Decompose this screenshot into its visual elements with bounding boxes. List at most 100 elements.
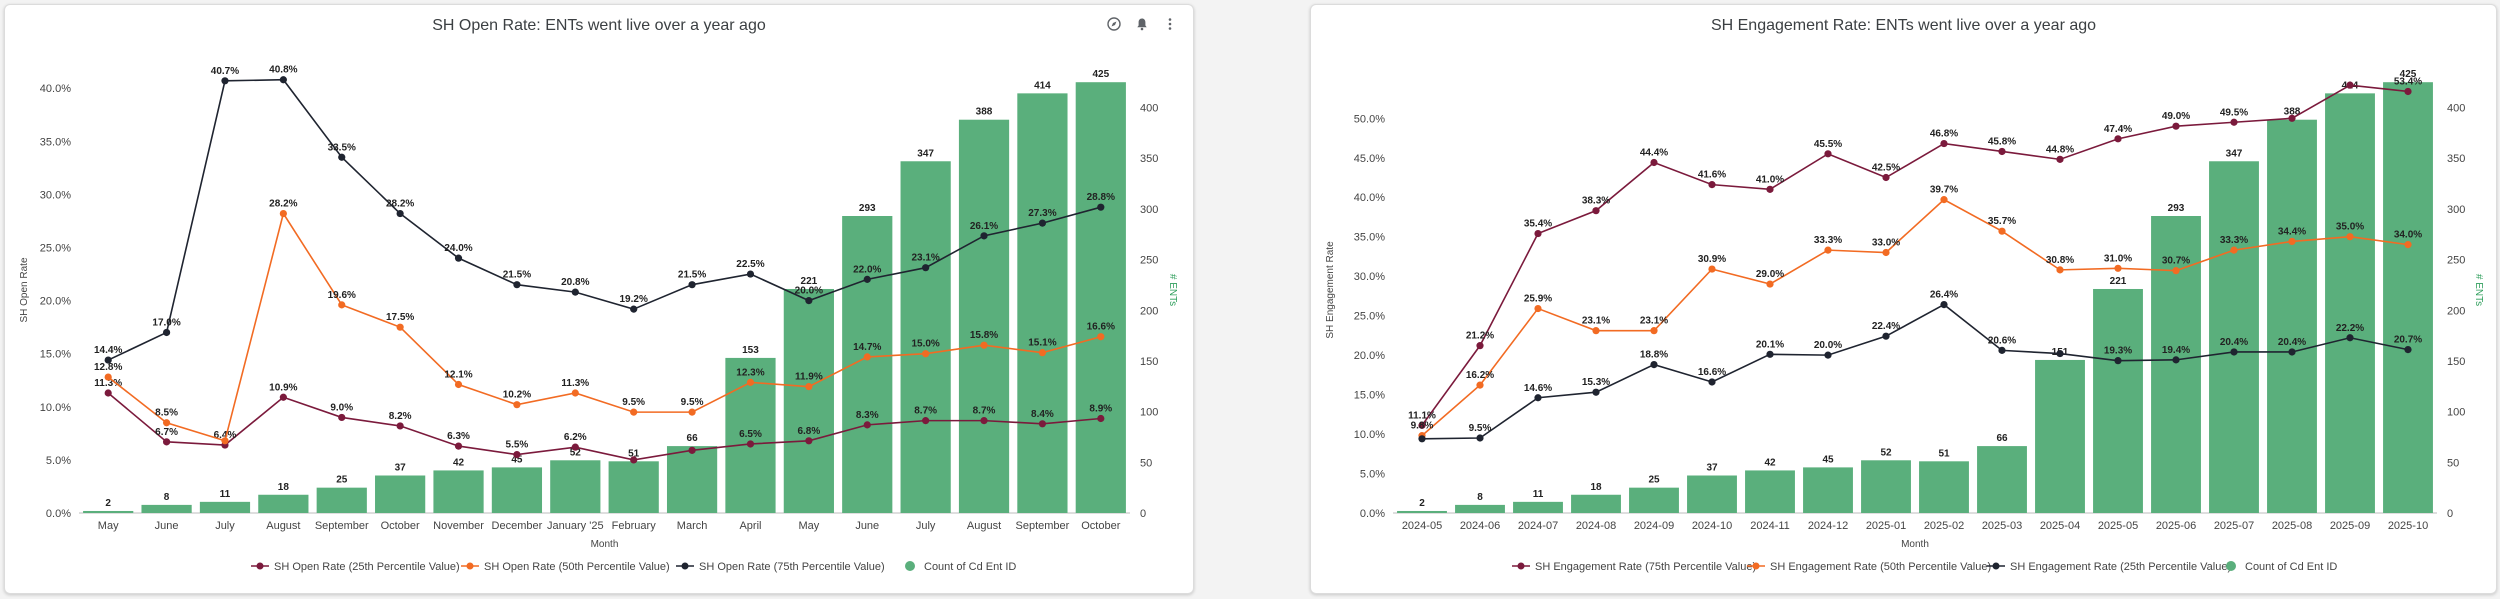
point-value-label: 22.4%: [1872, 321, 1900, 332]
y-tick-label: 0.0%: [46, 508, 71, 520]
point-value-label: 9.0%: [330, 402, 353, 413]
point-value-label: 35.0%: [2336, 222, 2364, 233]
series-point: [2172, 356, 2180, 364]
point-value-label: 9.8%: [1411, 421, 1434, 432]
series-point: [1097, 333, 1105, 341]
series-point: [1708, 181, 1716, 189]
series-point: [1650, 158, 1658, 167]
series-point: [571, 443, 579, 451]
series-point: [1476, 381, 1484, 389]
bar-value-label: 45: [1822, 454, 1834, 465]
y-tick-label: 50.0%: [1354, 113, 1385, 125]
series-point: [162, 419, 171, 427]
bar-value-label: 293: [859, 203, 876, 214]
x-tick-label: 2024-08: [1576, 520, 1616, 532]
point-value-label: 45.8%: [1988, 136, 2016, 147]
y2-tick-label: 100: [1140, 407, 1158, 419]
series-point: [1592, 327, 1600, 335]
x-tick-label: February: [612, 520, 657, 532]
legend-swatch: [256, 562, 264, 570]
more-options-icon[interactable]: [1161, 15, 1179, 33]
series-point: [2404, 241, 2412, 249]
series-point: [980, 341, 988, 349]
point-value-label: 24.0%: [444, 243, 472, 254]
series-point: [2172, 267, 2180, 275]
point-value-label: 6.8%: [797, 426, 820, 437]
x-tick-label: July: [215, 520, 235, 532]
x-tick-label: July: [916, 520, 936, 532]
series-point: [805, 297, 813, 305]
x-tick-label: June: [155, 520, 179, 532]
alert-bell-icon[interactable]: [1133, 15, 1151, 33]
bar-ent-count: [1861, 460, 1911, 513]
x-tick-label: May: [798, 520, 819, 532]
series-point: [1038, 349, 1047, 357]
series-point: [1476, 342, 1484, 350]
bar-ent-count: [900, 161, 951, 513]
point-value-label: 30.8%: [2046, 255, 2074, 266]
bar-ent-count: [2383, 82, 2433, 514]
bar-ent-count: [1803, 467, 1853, 513]
point-value-label: 5.5%: [506, 440, 529, 451]
bar-value-label: 8: [164, 492, 170, 503]
series-point: [2288, 237, 2296, 246]
explore-icon[interactable]: [1105, 15, 1123, 33]
x-tick-label: 2025-04: [2040, 520, 2080, 532]
series-point: [2114, 135, 2122, 143]
y-tick-label: 30.0%: [1354, 271, 1385, 283]
point-value-label: 6.5%: [739, 429, 762, 440]
x-tick-label: October: [1081, 520, 1120, 532]
x-tick-label: August: [266, 520, 300, 532]
point-value-label: 19.3%: [2104, 346, 2132, 357]
bar-ent-count: [2209, 161, 2259, 513]
y-tick-label: 10.0%: [40, 402, 71, 414]
series-point: [1097, 203, 1105, 211]
x-tick-label: 2024-07: [1518, 520, 1558, 532]
point-value-label: 20.8%: [561, 277, 589, 288]
point-value-label: 21.5%: [503, 270, 531, 281]
series-point: [338, 301, 346, 309]
point-value-label: 30.7%: [2162, 256, 2190, 267]
y2-axis-title: # ENTs: [2473, 274, 2484, 306]
series-point: [863, 275, 871, 283]
series-point: [746, 378, 755, 386]
point-value-label: 6.7%: [155, 427, 178, 438]
x-tick-label: September: [315, 520, 369, 532]
point-value-label: 33.3%: [1814, 235, 1842, 246]
point-value-label: 11.3%: [561, 378, 589, 389]
series-point: [513, 450, 521, 459]
bar-ent-count: [199, 501, 251, 513]
bar-value-label: 45: [511, 454, 523, 465]
y2-tick-label: 50: [1140, 457, 1152, 469]
point-value-label: 20.4%: [2278, 337, 2306, 348]
x-tick-label: 2025-02: [1924, 520, 1964, 532]
bar-value-label: 11: [1533, 489, 1544, 500]
y2-tick-label: 350: [2447, 153, 2465, 165]
bar-value-label: 8: [1477, 492, 1483, 503]
point-value-label: 12.3%: [736, 367, 764, 378]
y-tick-label: 20.0%: [40, 296, 71, 308]
series-point: [162, 438, 171, 446]
point-value-label: 10.9%: [269, 382, 297, 393]
series-line: [107, 211, 1102, 442]
point-value-label: 34.4%: [2278, 226, 2306, 237]
bar-value-label: 388: [2284, 107, 2301, 118]
series-point: [630, 456, 638, 464]
point-value-label: 9.5%: [681, 397, 704, 408]
y-tick-label: 5.0%: [1360, 469, 1385, 481]
series-point: [2114, 264, 2122, 272]
point-value-label: 19.2%: [620, 294, 648, 305]
point-value-label: 19.6%: [328, 290, 356, 301]
y-tick-label: 35.0%: [40, 136, 71, 148]
legend-swatch: [681, 562, 689, 570]
point-value-label: 6.4%: [214, 430, 237, 441]
point-value-label: 28.2%: [386, 199, 414, 210]
x-tick-label: 2025-01: [1866, 520, 1906, 532]
series-point: [688, 281, 696, 289]
x-tick-label: 2025-06: [2156, 520, 2196, 532]
point-value-label: 26.4%: [1930, 290, 1958, 301]
legend-swatch: [2226, 561, 2236, 571]
legend-item-label: SH Engagement Rate (25th Percentile Valu…: [2010, 561, 2231, 573]
legend-item-label: SH Open Rate (50th Percentile Value): [484, 561, 670, 573]
open-rate-chart: 0.0% 5.0% 10.0% 15.0% 20.0% 25.0% 30.0% 35.0% 40…: [19, 65, 1178, 573]
